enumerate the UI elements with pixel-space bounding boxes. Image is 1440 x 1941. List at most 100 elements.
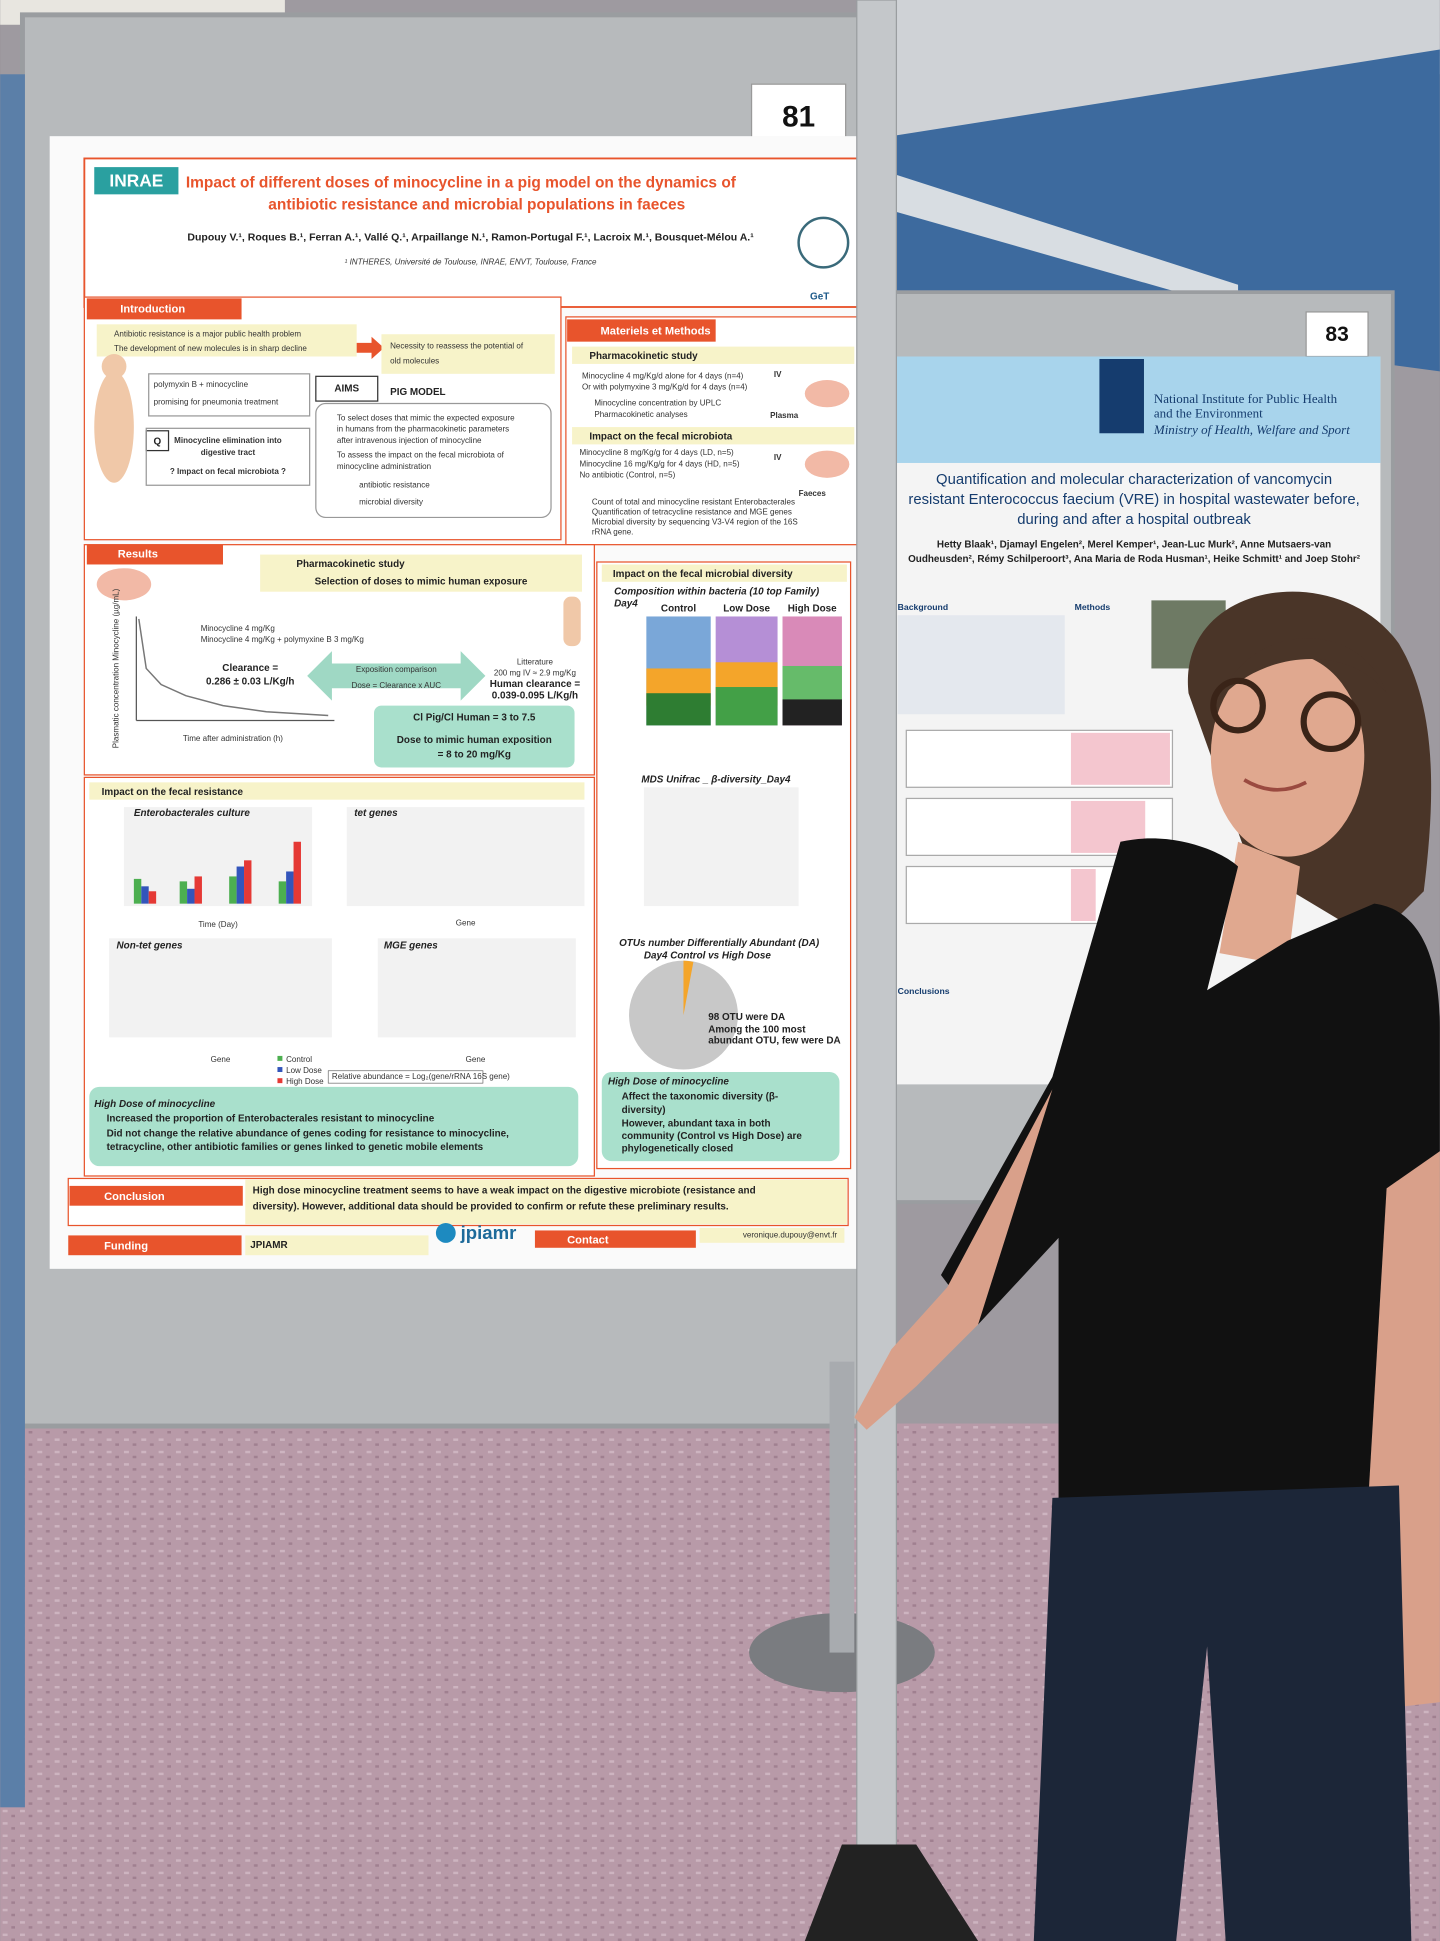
exposition: Exposition comparison: [356, 665, 437, 674]
panel-title: MDS Unifrac _ β-diversity_Day4: [641, 774, 791, 785]
intro-bullets-box: [96, 324, 357, 357]
legend-entry: Minocycline 4 mg/Kg: [201, 624, 275, 633]
finding: phylogenetically closed: [622, 1143, 734, 1154]
funding: JPIAMR: [250, 1240, 287, 1251]
subheading: Selection of doses to mimic human exposu…: [315, 576, 528, 587]
clearance: Clearance =: [222, 663, 278, 674]
partner-logo-text: GeT: [810, 292, 829, 303]
right-section: Background: [898, 602, 949, 612]
funder-logo-text: jpiamr: [460, 1222, 517, 1243]
institute: National Institute for Public Health: [1154, 391, 1338, 406]
question: Minocycline elimination into: [174, 436, 282, 445]
combo: promising for pneumonia treatment: [154, 397, 279, 406]
pig-icon: [96, 568, 152, 601]
bullet: Antibiotic resistance is a major public …: [114, 329, 301, 338]
aims-item: in humans from the pharmacokinetic param…: [337, 425, 509, 434]
section-tab: [68, 1235, 242, 1256]
axis-label: Gene: [466, 1055, 486, 1064]
finding: tetracycline, other antibiotic families …: [107, 1142, 484, 1153]
institute: Ministry of Health, Welfare and Sport: [1153, 422, 1350, 437]
board-number-text: 81: [782, 101, 815, 134]
bullet: The development of new molecules is in s…: [114, 344, 307, 353]
human-icon: [563, 596, 581, 647]
group-label: Low Dose: [723, 604, 770, 615]
exposition: Dose = Clearance x AUC: [352, 681, 442, 690]
right-title: during and after a hospital outbreak: [1017, 512, 1251, 528]
section-tab: [86, 298, 242, 320]
finding-box: [89, 1086, 579, 1167]
panel-title: tet genes: [354, 808, 398, 819]
authors: Dupouy V.¹, Roques B.¹, Ferran A.¹, Vall…: [187, 231, 754, 243]
aims: AIMS: [334, 383, 359, 394]
affiliation: ¹ INTHERES, Université de Toulouse, INRA…: [345, 258, 597, 267]
institute-logo: [1099, 358, 1144, 434]
formula: Relative abundance = Log₂(gene/rRNA 16S …: [332, 1072, 510, 1081]
finding: community (Control vs High Dose) are: [622, 1131, 803, 1142]
sample: Plasma: [770, 411, 799, 420]
axis-label: Time (Day): [198, 920, 238, 929]
pie-decor: [629, 960, 738, 1070]
arm: [854, 1089, 1053, 1430]
dose: Dose to mimic human exposition: [397, 735, 552, 746]
finding-box: [601, 1072, 840, 1162]
axis-label: Gene: [456, 919, 476, 928]
body-icon: [101, 354, 127, 379]
panel: [109, 938, 332, 1038]
subheading-box: [601, 564, 847, 582]
group-label: Control: [661, 604, 696, 615]
legend-entry: Control: [286, 1055, 312, 1064]
partner-logo: [797, 216, 850, 269]
jeans: [1033, 1485, 1412, 1941]
section-tab: [534, 1230, 696, 1248]
right-title: resistant Enterococcus faecium (VRE) in …: [908, 492, 1359, 508]
otu-note: Among the 100 most: [708, 1025, 806, 1036]
litterature: 0.039-0.095 L/Kg/h: [492, 690, 578, 701]
conclusion: High dose minocycline treatment seems to…: [253, 1185, 756, 1196]
subheading: Impact on the fecal microbial diversity: [613, 569, 793, 580]
axis-label: Gene: [211, 1055, 231, 1064]
otu-note: abundant OTU, few were DA: [708, 1036, 840, 1047]
group-label: High Dose: [788, 604, 837, 615]
need: Necessity to reassess the potential of: [390, 342, 524, 351]
board-number-text: 83: [1325, 323, 1348, 346]
ceiling: [866, 0, 1440, 137]
pig-icon: [804, 380, 850, 408]
face: [1210, 653, 1365, 857]
board-number: [1305, 311, 1369, 358]
formula-box: [327, 1070, 484, 1084]
method-line: Microbial diversity by sequencing V3-V4 …: [592, 518, 798, 527]
finding: Did not change the relative abundance of…: [107, 1129, 510, 1140]
finding-title: High Dose of minocycline: [94, 1099, 215, 1110]
method-line: No antibiotic (Control, n=5): [580, 470, 676, 479]
aims-item: minocycline administration: [337, 462, 431, 471]
section-heading: Contact: [567, 1234, 609, 1246]
pole: [856, 0, 898, 1883]
legend-swatch: [277, 1055, 283, 1061]
panel-title: Non-tet genes: [117, 940, 183, 951]
litterature: 200 mg IV ≈ 2.9 mg/Kg: [494, 669, 576, 678]
panel-title: Day4 Control vs High Dose: [644, 950, 771, 961]
right-section: Conclusions: [898, 986, 950, 996]
shirt: [940, 838, 1440, 1523]
subheading-box: [89, 782, 585, 800]
panel: [346, 807, 585, 907]
finding: diversity): [622, 1105, 666, 1116]
method-line: Minocycline 16 mg/Kg/g for 4 days (HD, n…: [580, 459, 740, 468]
logo: INRAE: [109, 171, 163, 191]
curve: [138, 618, 329, 717]
method-line: Minocycline 8 mg/Kg/g for 4 days (LD, n=…: [580, 448, 735, 457]
subheading-box: [260, 554, 582, 592]
method-line: Pharmacokinetic analyses: [594, 410, 687, 419]
subheading: Pharmacokinetic study: [296, 559, 405, 570]
side-board: [0, 74, 25, 1808]
panel: [643, 787, 799, 907]
section-heading: Introduction: [120, 303, 185, 315]
clearance: 0.286 ± 0.03 L/Kg/h: [206, 677, 294, 688]
section-tab: [86, 544, 223, 565]
institute: and the Environment: [1154, 406, 1263, 421]
finding: Affect the taxonomic diversity (β-: [622, 1091, 779, 1102]
combo: polymyxin B + minocycline: [154, 380, 249, 389]
dose-box: [374, 705, 575, 768]
conclusion: diversity). However, additional data sho…: [253, 1202, 729, 1213]
